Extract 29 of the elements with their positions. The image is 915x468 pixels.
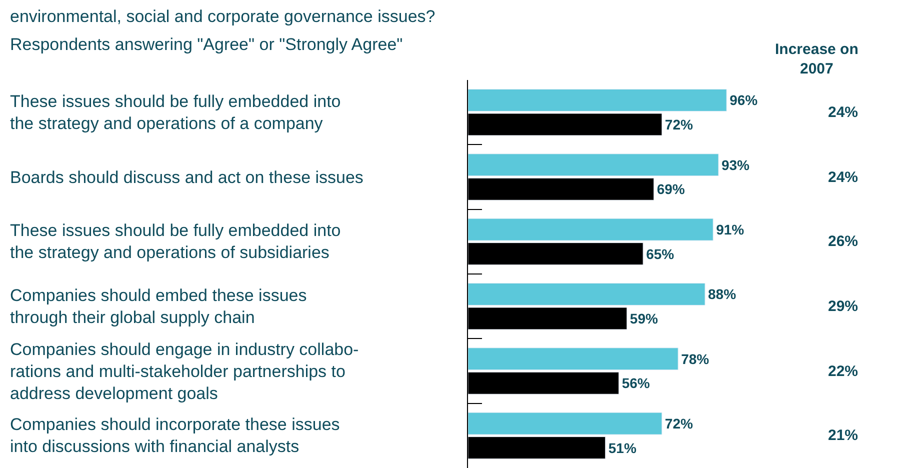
- data-label: 78%: [681, 350, 710, 367]
- data-label: 59%: [630, 310, 658, 326]
- data-label: 65%: [646, 246, 675, 262]
- data-label: 72%: [664, 116, 694, 132]
- y-tick-label: Companies should incorporate these issues into discussions with financial analysts: [10, 415, 340, 456]
- y-tick-label: These issues should be fully embedded into the strategy and operations of subsidiaries: [10, 221, 341, 262]
- text: environmental, social and corporate governance issues?: [10, 7, 436, 26]
- y-tick-label: Companies should embed these issues through their global supply chain: [10, 286, 307, 328]
- text: 21%: [828, 427, 858, 444]
- legend-title: Increase on 2007: [775, 41, 858, 78]
- text: 29%: [828, 298, 858, 315]
- text: 22%: [828, 363, 858, 380]
- data-label: 72%: [664, 416, 694, 432]
- bar: [468, 154, 719, 176]
- data-label: 51%: [608, 440, 637, 456]
- text: 24%: [828, 104, 858, 121]
- data-label: 69%: [656, 181, 686, 198]
- text: Respondents answering "Agree" or "Strongly Agree": [10, 35, 403, 54]
- y-tick-label: Companies should engage in industry collabo- rations and multi-stakeholder partnerships to address development goals: [10, 340, 359, 404]
- y-tick-label: Boards should discuss and act on these issues: [10, 168, 364, 187]
- bar: [468, 348, 678, 370]
- text: 24%: [828, 169, 858, 186]
- y-tick-label: These issues should be fully embedded into the strategy and operations of a company: [10, 92, 341, 134]
- data-label: 88%: [708, 286, 737, 302]
- text: 26%: [828, 233, 858, 250]
- data-label: 91%: [716, 222, 745, 238]
- data-label: 56%: [622, 375, 650, 392]
- data-label: 96%: [730, 92, 758, 108]
- data-label: 93%: [721, 156, 750, 173]
